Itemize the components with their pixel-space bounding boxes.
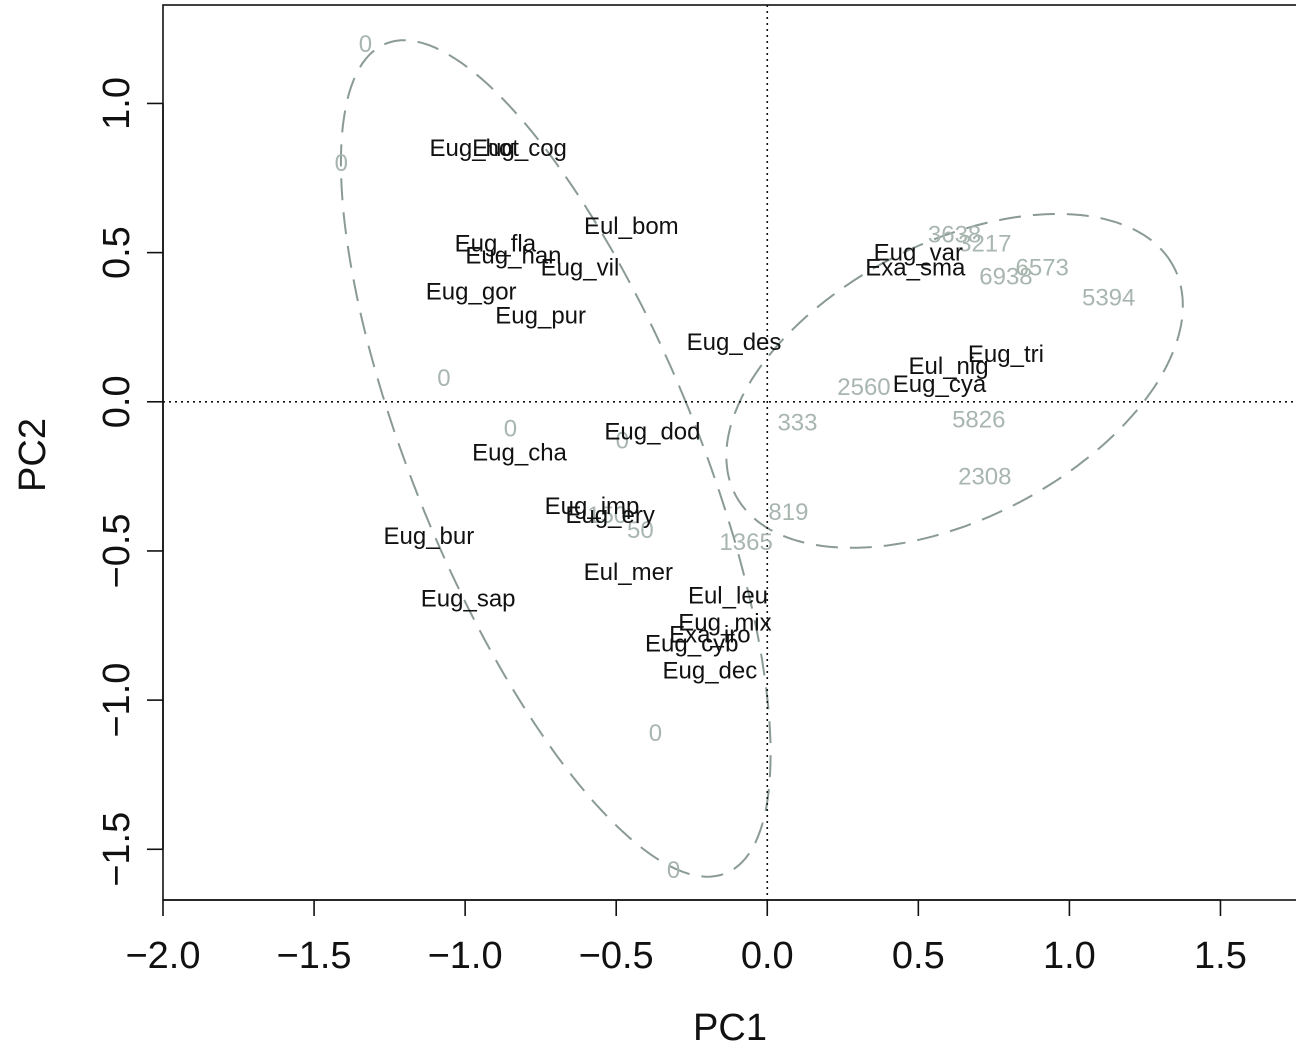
species-label: Eug_fla <box>455 231 537 258</box>
value-label: 0 <box>437 365 450 392</box>
value-label: 0 <box>359 31 372 58</box>
y-tick-label: 0.0 <box>96 375 138 428</box>
x-tick-label: 1.5 <box>1194 935 1247 977</box>
species-label: Exa_sma <box>865 255 966 282</box>
value-label: 6938 <box>979 263 1032 290</box>
y-axis: −1.5 −1.0 −0.5 0.0 0.5 1.0 <box>96 77 164 887</box>
x-tick-label: 0.5 <box>892 935 945 977</box>
x-tick-label: 0.0 <box>741 935 794 977</box>
value-label: 2308 <box>958 463 1011 490</box>
species-label: Eug_var <box>874 240 963 267</box>
species-label: Eug_cog <box>472 135 567 162</box>
species-label: Eul_bom <box>584 213 679 240</box>
ellipse-2 <box>725 213 1184 549</box>
plot-frame <box>162 4 1296 901</box>
y-tick-label: −1.0 <box>96 663 138 738</box>
value-label: 150 <box>587 502 627 529</box>
y-tick-label: 1.0 <box>96 77 138 130</box>
y-tick-label: −0.5 <box>96 513 138 588</box>
ellipse-1 <box>339 39 772 878</box>
species-label: Eug_cha <box>472 440 567 467</box>
species-label: Eug_dec <box>662 657 757 684</box>
species-label: Eug_han <box>465 243 561 270</box>
species-label: Exa_iro <box>669 621 750 648</box>
species-label: Eug_mix <box>678 610 771 637</box>
value-label: 0 <box>649 720 662 747</box>
species-label: Eug_imp <box>545 493 640 520</box>
value-label: 3638 <box>928 222 981 249</box>
species-label: Eug_des <box>687 329 782 356</box>
value-label: 1365 <box>719 529 772 556</box>
species-label: Eul_nig <box>909 353 989 380</box>
species-label: Eug_cya <box>893 371 987 398</box>
value-label: 5394 <box>1082 284 1135 311</box>
x-tick-label: −0.5 <box>579 935 654 977</box>
species-label: Eug_cyb <box>645 630 738 657</box>
value-label: 3217 <box>958 231 1011 258</box>
value-label: 0 <box>335 150 348 177</box>
value-label: 0 <box>504 416 517 443</box>
value-label: 333 <box>777 410 817 437</box>
value-label: 0 <box>616 428 629 455</box>
reference-lines <box>163 5 1296 900</box>
species-label: Eul_leu <box>688 583 768 610</box>
value-label: 50 <box>627 517 654 544</box>
x-axis-title: PC1 <box>693 1007 767 1048</box>
x-tick-label: 1.0 <box>1043 935 1096 977</box>
value-label: 5826 <box>952 407 1005 434</box>
species-label: Eul_mer <box>584 559 673 586</box>
species-label: Eug_ery <box>565 502 654 529</box>
confidence-ellipses <box>339 39 1184 878</box>
y-tick-label: 0.5 <box>96 226 138 279</box>
y-tick-label: −1.5 <box>96 812 138 887</box>
value-label: 819 <box>768 499 808 526</box>
species-label: Eug_vil <box>541 255 620 282</box>
species-label: Eug_bur <box>384 523 475 550</box>
value-label: 6573 <box>1016 255 1069 282</box>
x-tick-label: −2.0 <box>125 935 200 977</box>
species-label: Eug_dod <box>604 419 700 446</box>
species-label: Eug_tri <box>968 341 1044 368</box>
x-tick-label: −1.0 <box>428 935 503 977</box>
value-label: 0 <box>667 857 680 884</box>
x-tick-label: −1.5 <box>277 935 352 977</box>
species-label: Eug_sap <box>421 586 516 613</box>
species-label: Eug_gor <box>426 278 517 305</box>
value-label: 2560 <box>837 374 890 401</box>
y-axis-title: PC2 <box>12 418 54 492</box>
species-labels: Eug_hotEug_cogEul_bomEug_flaEug_hanEug_v… <box>384 135 1044 684</box>
species-label: Eug_hot <box>429 135 519 162</box>
x-axis: −2.0 −1.5 −1.0 −0.5 0.0 0.5 1.0 1.5 <box>125 899 1247 977</box>
species-label: Eug_pur <box>495 302 586 329</box>
